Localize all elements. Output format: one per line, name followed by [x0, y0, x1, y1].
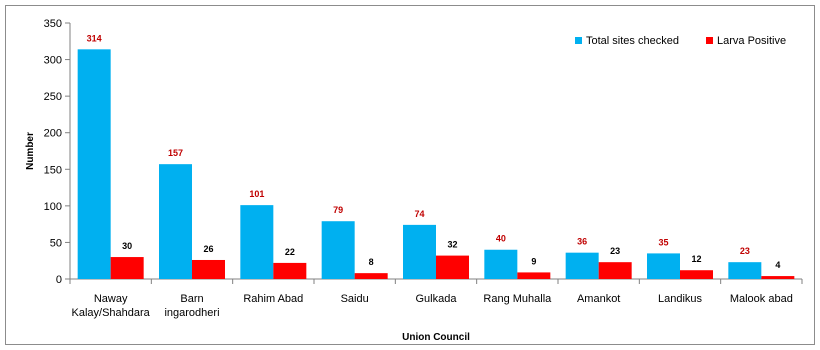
y-tick-label: 100 — [44, 201, 62, 213]
y-tick-label: 250 — [44, 91, 62, 103]
data-label: 8 — [369, 257, 374, 267]
bar-total-sites — [159, 164, 192, 279]
data-label: 79 — [333, 205, 343, 215]
y-tick-label: 50 — [50, 237, 62, 249]
data-label: 314 — [87, 33, 102, 43]
y-axis-title: Number — [25, 132, 36, 170]
x-category-label: Barn — [180, 293, 203, 305]
x-category-label: Malook abad — [730, 293, 793, 305]
data-label: 74 — [414, 209, 424, 219]
x-category-label: Landikus — [658, 293, 703, 305]
bar-total-sites — [321, 221, 355, 279]
legend-swatch — [575, 37, 582, 44]
bar-larva-positive — [761, 276, 795, 279]
bar-total-sites — [484, 249, 518, 279]
data-label: 23 — [610, 246, 620, 256]
bar-larva-positive — [517, 272, 551, 279]
data-label: 30 — [122, 241, 132, 251]
data-label: 23 — [740, 246, 750, 256]
x-category-label: Amankot — [577, 293, 620, 305]
data-label: 32 — [447, 240, 457, 250]
bar-larva-positive — [192, 259, 225, 279]
data-label: 22 — [285, 247, 295, 257]
bar-total-sites — [403, 224, 436, 279]
legend-swatch — [706, 37, 713, 44]
bar-larva-positive — [436, 255, 469, 279]
chart-frame — [5, 5, 815, 345]
x-category-label: Kalay/Shahdara — [72, 307, 151, 319]
data-label: 4 — [775, 260, 780, 270]
x-axis-title: Union Council — [402, 332, 470, 343]
y-tick-label: 200 — [44, 128, 62, 140]
bar-total-sites — [240, 205, 274, 279]
bar-larva-positive — [680, 270, 713, 279]
x-category-label: Saidu — [341, 293, 369, 305]
x-category-label: Gulkada — [416, 293, 458, 305]
x-category-label: Naway — [94, 293, 128, 305]
data-label: 26 — [203, 244, 213, 254]
x-category-label: Rahim Abad — [243, 293, 303, 305]
data-label: 12 — [691, 254, 701, 264]
x-category-label: ingarodheri — [164, 307, 219, 319]
bar-total-sites — [565, 252, 599, 279]
data-label: 9 — [531, 256, 536, 266]
legend-label: Larva Positive — [717, 35, 786, 47]
bar-larva-positive — [273, 262, 307, 279]
y-tick-label: 0 — [56, 274, 62, 286]
y-tick-label: 150 — [44, 164, 62, 176]
bar-larva-positive — [110, 257, 144, 279]
data-label: 101 — [249, 189, 264, 199]
bar-larva-positive — [354, 273, 388, 279]
bar-total-sites — [647, 253, 680, 279]
data-label: 36 — [577, 237, 587, 247]
data-label: 40 — [496, 234, 506, 244]
legend-label: Total sites checked — [586, 35, 679, 47]
bar-total-sites — [77, 49, 111, 280]
bar-larva-positive — [598, 262, 632, 279]
data-label: 157 — [168, 148, 183, 158]
data-label: 35 — [658, 237, 668, 247]
y-tick-label: 350 — [44, 18, 62, 30]
y-tick-label: 300 — [44, 55, 62, 67]
bar-total-sites — [728, 262, 762, 279]
x-category-label: Rang Muhalla — [483, 293, 552, 305]
